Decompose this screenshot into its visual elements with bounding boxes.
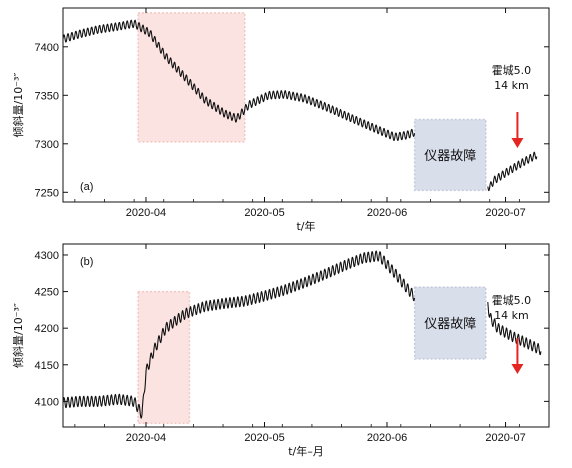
x-tick-label: 2020-05 [244, 432, 284, 444]
panel-b: 仪器故障 4100 4150 4200 4250 4300 2020-04 2020-05 20… [12, 243, 550, 458]
highlight-region [137, 290, 191, 425]
quake-distance: 14 km [494, 79, 529, 92]
x-tick-label: 2020-04 [126, 432, 166, 444]
fault-region [413, 118, 487, 192]
y-tick-label: 7300 [35, 139, 59, 151]
y-tick-label: 7350 [35, 90, 59, 102]
y-tick-label: 7250 [35, 187, 59, 199]
y-tick-label: 4200 [35, 323, 59, 335]
series-line-segment [487, 151, 538, 192]
x-tick-label: 2020-06 [367, 207, 407, 219]
fault-region [413, 286, 487, 360]
fault-label: 仪器故障 [424, 317, 476, 332]
series-line-segment [62, 19, 416, 142]
fault-label: 仪器故障 [424, 149, 476, 164]
panel-label: (b) [80, 256, 93, 268]
panel-a: 仪器故障 7250 7300 7350 7400 2020-04 2020-05 2020-0… [12, 7, 550, 233]
y-axis-label: 倾斜量/10⁻³″ [12, 303, 25, 368]
x-tick-label: 2020-05 [244, 207, 284, 219]
series-line-segment [62, 250, 416, 419]
quake-distance: 14 km [494, 309, 529, 322]
panel-label: (a) [80, 181, 93, 193]
y-axis-label: 倾斜量/10⁻³″ [12, 72, 25, 137]
highlight-region [137, 12, 246, 143]
quake-arrow-head [511, 138, 524, 148]
plot-frame [62, 7, 550, 203]
quake-label: 霍城5.0 [492, 294, 532, 307]
x-tick-label: 2020-07 [485, 432, 525, 444]
y-tick-label: 4250 [35, 287, 59, 299]
y-tick-label: 4150 [35, 360, 59, 372]
quake-arrow-head [511, 364, 524, 374]
x-axis-label: t/年 [296, 219, 315, 233]
y-tick-label: 4300 [35, 250, 59, 262]
quake-label: 霍城5.0 [492, 64, 532, 77]
plot-frame [62, 243, 550, 428]
series-line-segment [487, 301, 542, 356]
y-tick-label: 7400 [35, 42, 59, 54]
x-tick-label: 2020-06 [367, 432, 407, 444]
x-tick-label: 2020-04 [126, 207, 166, 219]
x-axis-label: t/年–月 [288, 444, 324, 458]
x-tick-label: 2020-07 [485, 207, 525, 219]
y-tick-label: 4100 [35, 396, 59, 408]
